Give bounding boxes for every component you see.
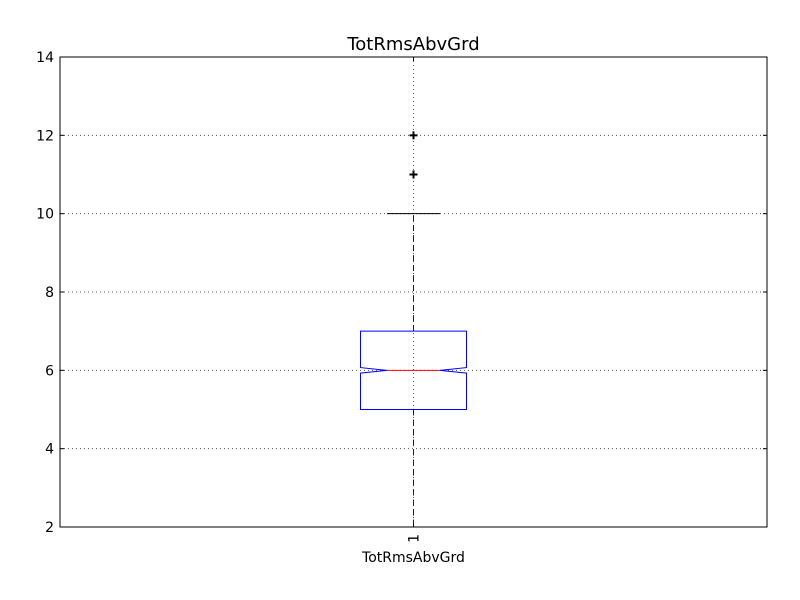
x-axis-label: TotRmsAbvGrd	[361, 550, 465, 566]
grid-lines	[60, 57, 767, 527]
y-tick-label: 14	[36, 50, 54, 66]
chart-title: TotRmsAbvGrd	[346, 34, 479, 55]
y-tick-label: 8	[45, 285, 54, 301]
box-elements	[360, 131, 467, 528]
x-ticks: 1	[407, 57, 423, 543]
y-tick-label: 2	[45, 520, 54, 536]
y-tick-label: 10	[36, 207, 54, 223]
box	[360, 330, 467, 410]
y-tick-label: 6	[45, 363, 54, 379]
x-tick-label: 1	[407, 534, 423, 543]
y-tick-label: 4	[45, 442, 54, 458]
outlier-point	[409, 170, 418, 179]
outlier-point	[409, 131, 418, 140]
y-tick-label: 12	[36, 128, 54, 144]
y-ticks: 2 4 6 8 10 12 14	[36, 50, 767, 536]
